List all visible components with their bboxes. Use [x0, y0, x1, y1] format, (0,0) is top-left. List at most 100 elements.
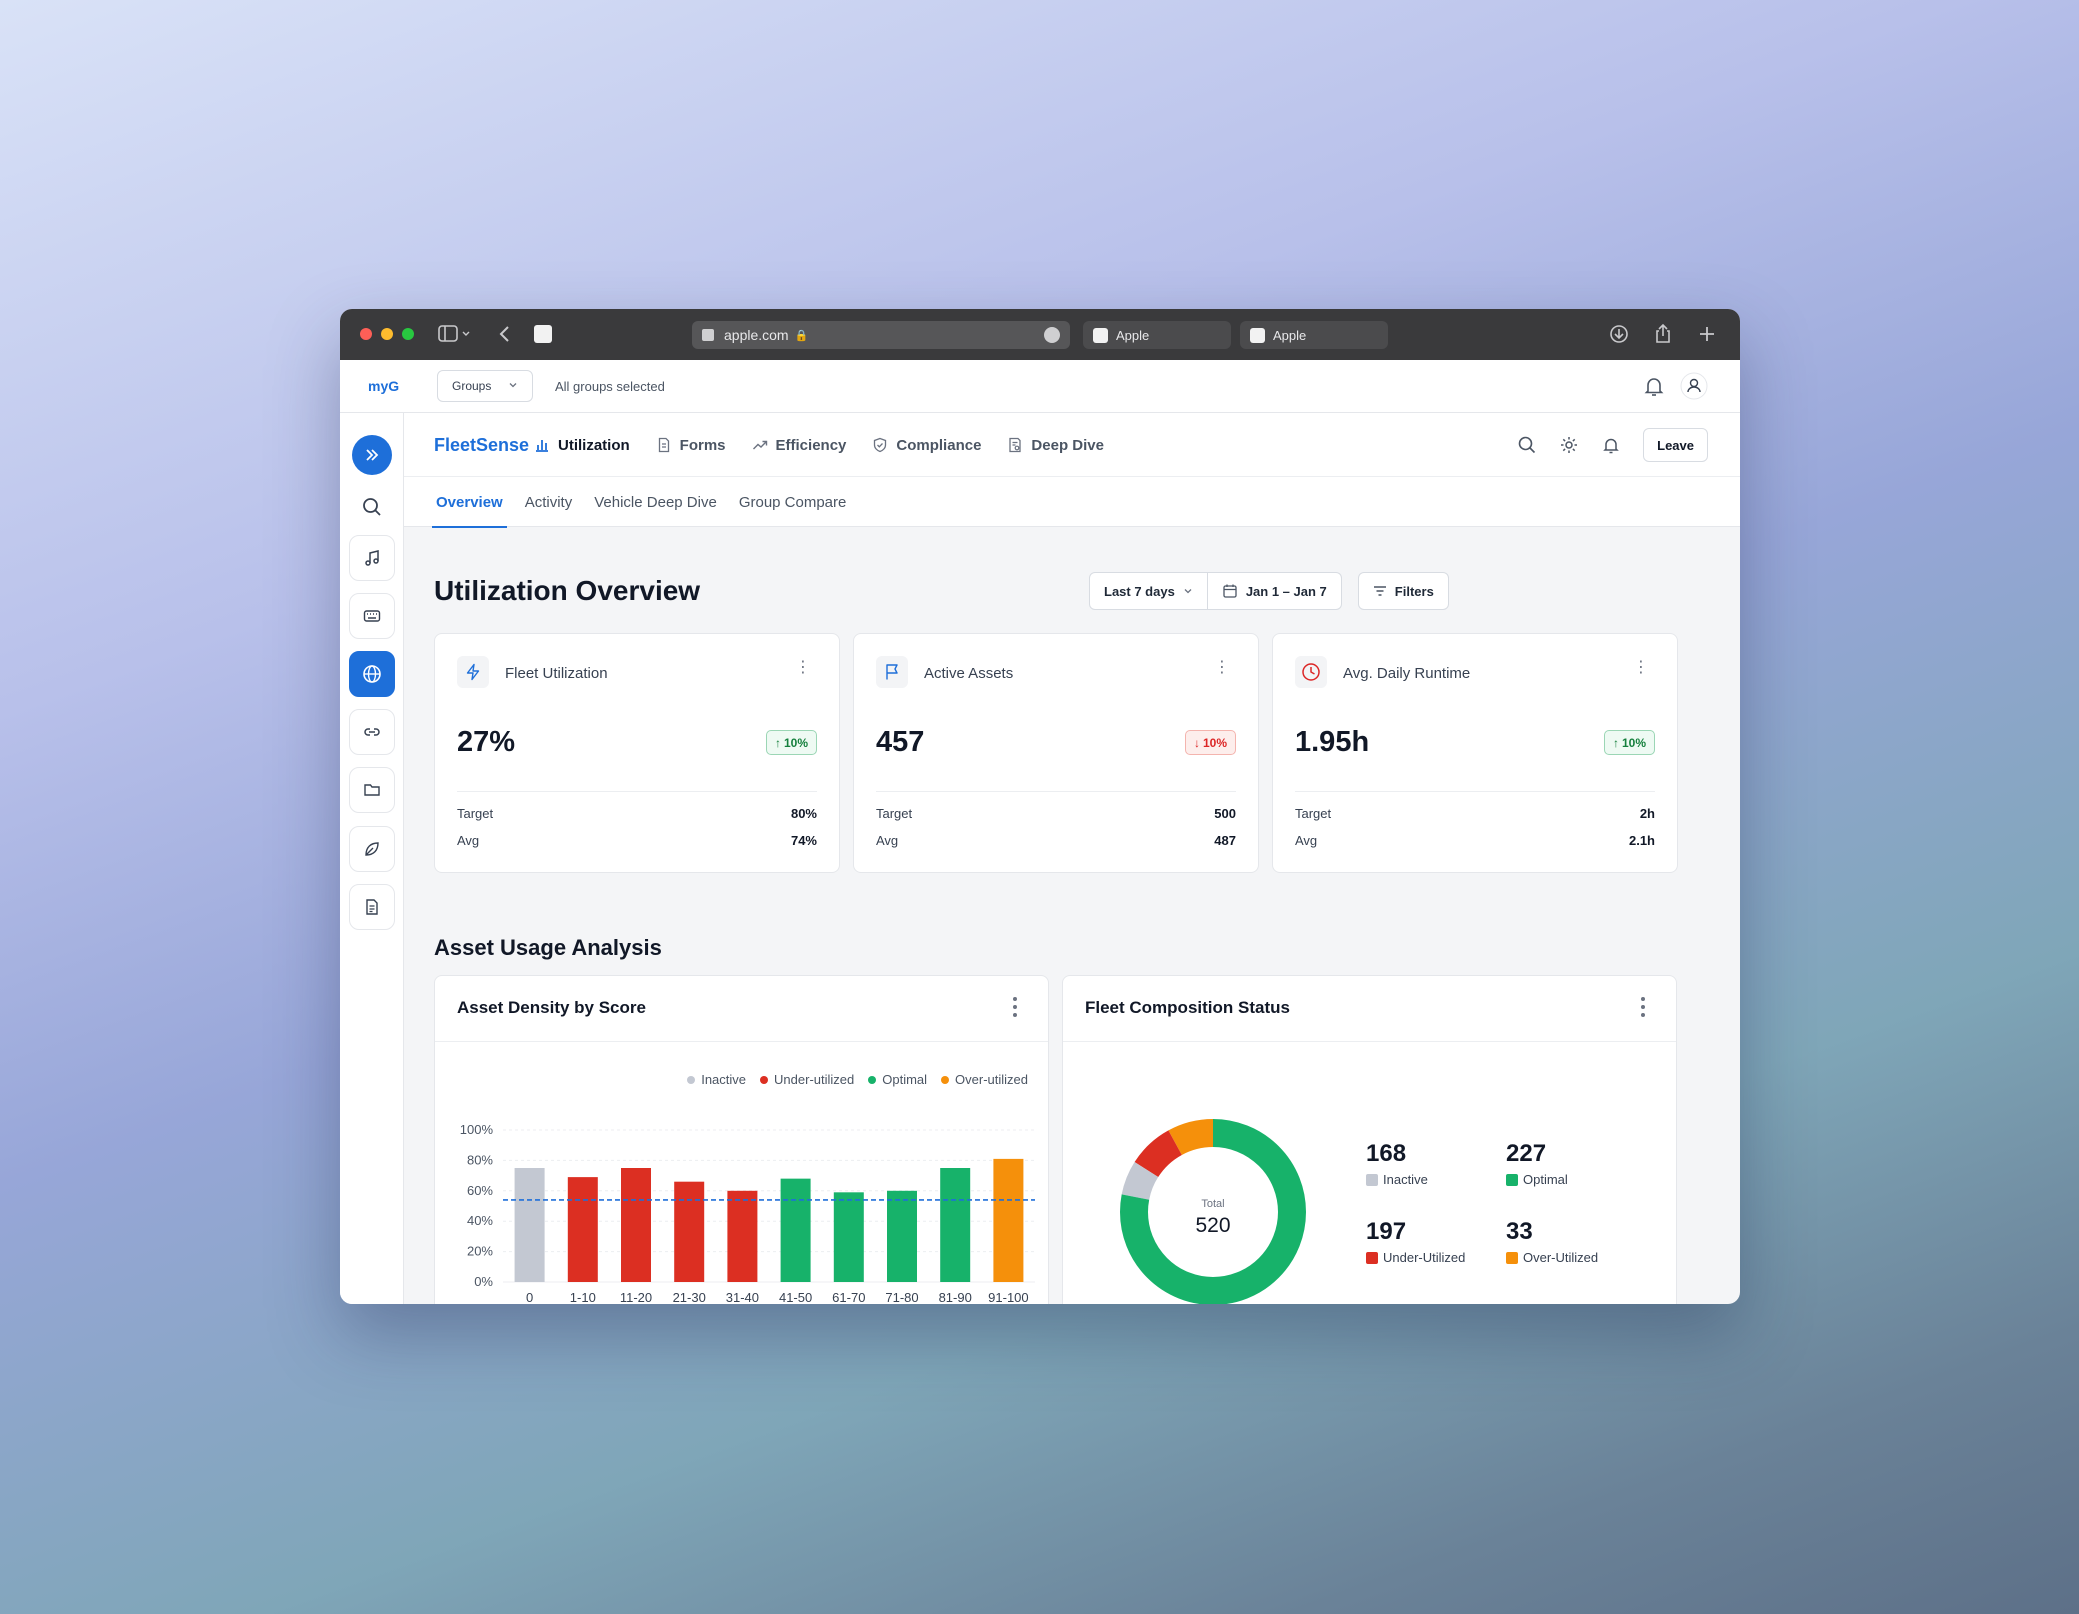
rail-folder-button[interactable]: [349, 767, 395, 813]
x-tick-label: 61-70: [832, 1290, 865, 1304]
close-window-button[interactable]: [360, 328, 372, 340]
user-avatar-icon[interactable]: [1680, 372, 1708, 405]
leave-button[interactable]: Leave: [1643, 428, 1708, 462]
x-tick-label: 81-90: [939, 1290, 972, 1304]
page-title: Utilization Overview: [434, 575, 701, 606]
gear-icon[interactable]: [1559, 435, 1579, 455]
main-content: Utilization Overview Last 7 days Jan 1 –…: [404, 527, 1740, 1304]
rail-music-button[interactable]: [349, 535, 395, 581]
donut-slice[interactable]: [1120, 1119, 1306, 1304]
kpi-delta-badge: ↑ 10%: [765, 730, 817, 755]
zoom-window-button[interactable]: [402, 328, 414, 340]
nav-utilization[interactable]: Utilization: [534, 437, 630, 454]
range-select[interactable]: Last 7 days: [1089, 572, 1208, 610]
rail-leaf-button[interactable]: [349, 826, 395, 872]
nav-deep-dive[interactable]: Deep Dive: [1007, 437, 1104, 454]
bar[interactable]: [621, 1168, 651, 1282]
nav-efficiency[interactable]: Efficiency: [752, 436, 847, 454]
legend-swatch: [1506, 1173, 1518, 1186]
share-icon[interactable]: [1652, 323, 1674, 350]
filters-button[interactable]: Filters: [1357, 572, 1449, 610]
more-vertical-icon[interactable]: [1640, 996, 1646, 1018]
nav-label: Utilization: [558, 436, 630, 454]
minimize-window-button[interactable]: [381, 328, 393, 340]
bar[interactable]: [567, 1177, 598, 1282]
tab-overview[interactable]: Overview: [432, 477, 507, 528]
tab-activity[interactable]: Activity: [524, 493, 573, 511]
more-vertical-icon[interactable]: ⋮: [1633, 659, 1649, 676]
rail-link-button[interactable]: [349, 709, 395, 755]
page-menu-icon[interactable]: [1044, 327, 1060, 343]
leaf-icon: [365, 842, 379, 856]
nav-label: Efficiency: [775, 436, 847, 454]
arrow-down-icon: ↓: [1193, 735, 1200, 750]
expand-rail-button[interactable]: [352, 435, 392, 475]
nav-label: Deep Dive: [1031, 436, 1104, 454]
tab-group-compare[interactable]: Group Compare: [738, 493, 847, 511]
kpi-delta-badge: ↑ 10%: [1603, 730, 1655, 755]
brand-logo[interactable]: myG: [368, 378, 400, 394]
legend-item[interactable]: Inactive: [687, 1072, 746, 1087]
legend-item[interactable]: Optimal: [868, 1072, 927, 1087]
nav-compliance[interactable]: Compliance: [872, 437, 981, 454]
download-icon[interactable]: [1608, 323, 1630, 350]
tab-vehicle-deep-dive[interactable]: Vehicle Deep Dive: [594, 493, 717, 511]
bell-icon[interactable]: [1601, 435, 1621, 455]
rail-document-button[interactable]: [349, 884, 395, 930]
target-value: 80%: [790, 806, 817, 821]
keyboard-icon: [363, 610, 381, 622]
report-icon: [1009, 437, 1022, 453]
date-range-picker[interactable]: Jan 1 – Jan 7: [1207, 572, 1342, 610]
groups-status: All groups selected: [555, 379, 665, 394]
bar[interactable]: [727, 1190, 758, 1282]
new-tab-icon[interactable]: [1696, 323, 1718, 350]
x-tick-label: 1-10: [570, 1290, 596, 1304]
rail-globe-button[interactable]: [349, 651, 395, 697]
range-select-label: Last 7 days: [1104, 583, 1175, 599]
kpi-value: 457: [876, 726, 925, 758]
asset-density-panel: Asset Density by Score Inactive Under-ut…: [434, 975, 1049, 1304]
app-header: FleetSense Utilization Forms Efficiency …: [404, 413, 1740, 477]
bar[interactable]: [674, 1181, 705, 1282]
bar[interactable]: [833, 1192, 864, 1282]
notifications-bell-icon[interactable]: [1642, 374, 1666, 403]
more-vertical-icon[interactable]: [1012, 996, 1018, 1018]
legend-item[interactable]: Under-utilized: [760, 1072, 854, 1087]
app-title[interactable]: FleetSense: [434, 435, 530, 455]
more-vertical-icon[interactable]: ⋮: [795, 659, 811, 676]
divider: [1295, 791, 1655, 792]
bar[interactable]: [780, 1178, 811, 1282]
donut-total-value: 520: [1195, 1214, 1230, 1237]
groups-dropdown[interactable]: Groups: [437, 370, 533, 402]
donut-total-label: Total: [1201, 1198, 1224, 1210]
filters-label: Filters: [1394, 583, 1434, 599]
section-title: Asset Usage Analysis: [434, 935, 662, 960]
legend-item[interactable]: Over-utilized: [941, 1072, 1028, 1087]
rail-keyboard-button[interactable]: [349, 593, 395, 639]
target-label: Target: [876, 806, 913, 821]
arrow-up-icon: ↑: [774, 735, 781, 750]
more-vertical-icon[interactable]: ⋮: [1214, 659, 1230, 676]
browser-tab[interactable]: Apple: [1240, 321, 1388, 349]
bar[interactable]: [514, 1168, 545, 1282]
stat-label: Over-Utilized: [1523, 1250, 1599, 1265]
bar[interactable]: [887, 1190, 917, 1282]
chevron-down-icon: [508, 380, 518, 393]
back-icon[interactable]: [498, 323, 512, 350]
document-icon: [658, 437, 669, 453]
address-bar[interactable]: apple.com 🔒: [692, 321, 1070, 349]
bar[interactable]: [940, 1168, 971, 1282]
browser-tab[interactable]: Apple: [1083, 321, 1231, 349]
rail-search-button[interactable]: [349, 484, 395, 530]
legend-swatch: [1506, 1251, 1518, 1264]
legend-swatch: [1366, 1251, 1378, 1264]
avg-value: 74%: [790, 833, 817, 848]
panel-title: Asset Density by Score: [457, 998, 646, 1017]
stat-value: 197: [1366, 1218, 1407, 1245]
lock-icon: 🔒: [794, 329, 809, 342]
bar[interactable]: [993, 1158, 1024, 1282]
sidebar-toggle-icon[interactable]: [438, 323, 472, 350]
nav-forms[interactable]: Forms: [656, 437, 726, 454]
search-icon[interactable]: [1517, 435, 1537, 455]
tab-overview-icon[interactable]: [532, 323, 554, 350]
